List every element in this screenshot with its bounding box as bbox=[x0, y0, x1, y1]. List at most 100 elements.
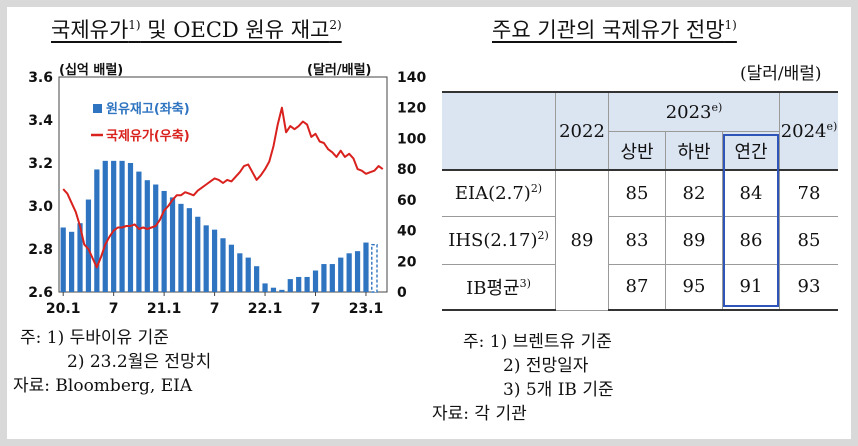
chart-title-text: 국제유가 bbox=[51, 18, 129, 42]
x-tick-label: 7 bbox=[109, 301, 119, 317]
cell-h1: 83 bbox=[608, 215, 666, 265]
left-note-1: 주: 1) 두바이유 기준 bbox=[20, 328, 169, 348]
bar bbox=[279, 289, 285, 292]
bar-forecast bbox=[371, 243, 378, 293]
bar bbox=[262, 283, 268, 292]
y-right-tick-label: 100 bbox=[397, 131, 426, 147]
y-right-tick-label: 140 bbox=[397, 70, 426, 86]
legend-label-line: 국제유가(우축) bbox=[106, 128, 190, 144]
bar bbox=[304, 276, 310, 292]
bar bbox=[85, 199, 92, 292]
x-tick-label: 23.1 bbox=[349, 301, 384, 317]
header-h1: 상반 bbox=[608, 131, 666, 171]
unit-right: (달러/배럴) bbox=[307, 63, 372, 78]
cell-2024: 85 bbox=[779, 215, 838, 265]
bar bbox=[228, 244, 235, 292]
row-name-text: EIA(2.7) bbox=[454, 183, 531, 205]
cell-h1: 85 bbox=[608, 169, 666, 217]
left-source: 자료: Bloomberg, EIA bbox=[13, 376, 193, 396]
y-right-tick-label: 80 bbox=[397, 162, 417, 178]
y-left-tick-label: 3.4 bbox=[28, 113, 53, 129]
bar bbox=[220, 238, 226, 292]
row-name-text: IB평균 bbox=[466, 277, 520, 299]
y-left-tick-label: 3.2 bbox=[28, 156, 53, 172]
chart-title-sup: 1) bbox=[128, 18, 141, 32]
bar bbox=[69, 231, 75, 292]
y-right-tick-label: 120 bbox=[397, 101, 426, 117]
x-tick-label: 20.1 bbox=[46, 301, 81, 317]
oil-price-line bbox=[62, 106, 384, 269]
bar bbox=[60, 227, 66, 292]
cell-2024: 93 bbox=[779, 263, 838, 311]
bar bbox=[127, 163, 134, 292]
header-2022: 2022 bbox=[555, 91, 609, 171]
header-annual: 연간 bbox=[722, 131, 780, 171]
y-left-tick-label: 3.0 bbox=[28, 199, 53, 215]
annual-highlight-box bbox=[723, 134, 779, 307]
bar bbox=[153, 184, 159, 292]
bar bbox=[178, 203, 184, 292]
cell-2024: 78 bbox=[779, 169, 838, 217]
cell-annual: 84 bbox=[722, 169, 780, 217]
bar bbox=[144, 180, 150, 292]
cell-h2: 89 bbox=[665, 215, 723, 265]
bar bbox=[363, 242, 369, 292]
cell-h2: 82 bbox=[665, 169, 723, 217]
x-tick-label: 22.1 bbox=[248, 301, 283, 317]
x-tick-label: 7 bbox=[210, 301, 220, 317]
table-unit: (달러/배럴) bbox=[740, 64, 822, 84]
y-left-tick-label: 2.8 bbox=[28, 242, 53, 258]
bar bbox=[338, 257, 344, 292]
header-2024: 2024e) bbox=[779, 91, 838, 171]
right-note-1: 주: 1) 브렌트유 기준 bbox=[463, 332, 612, 352]
header-2023-sup: e) bbox=[711, 101, 723, 114]
left-note-2: 2) 23.2월은 전망치 bbox=[67, 352, 212, 372]
cell-h2: 95 bbox=[665, 263, 723, 311]
table-row: EIA(2.7)2) 89 85 82 84 78 bbox=[442, 169, 838, 311]
bar bbox=[161, 190, 167, 292]
bar bbox=[237, 253, 243, 292]
cell-annual: 91 bbox=[722, 263, 780, 311]
bar bbox=[169, 197, 176, 292]
bar bbox=[346, 253, 352, 292]
header-h2: 하반 bbox=[665, 131, 723, 171]
table-row: IHS(2.17)2) 83 89 86 85 bbox=[442, 215, 838, 265]
legend-swatch-bars bbox=[93, 104, 102, 113]
cell-2022: 89 bbox=[555, 169, 609, 311]
y-right-tick-label: 20 bbox=[397, 254, 417, 270]
x-tick-label: 21.1 bbox=[147, 301, 182, 317]
bar bbox=[329, 264, 335, 292]
chart-title-sup2: 2) bbox=[329, 18, 342, 32]
oil-chart: 2.6 2.8 3.0 3.2 3.4 3.6 0 20 40 60 80 100 120 140 20.1… bbox=[28, 70, 426, 317]
bar bbox=[270, 287, 277, 292]
row-name-sup: 2) bbox=[530, 182, 543, 196]
bar bbox=[312, 270, 319, 292]
bar bbox=[195, 216, 201, 292]
bar bbox=[254, 266, 260, 292]
row-name: IB평균3) bbox=[442, 263, 556, 311]
bar bbox=[287, 279, 293, 292]
cell-h1: 87 bbox=[608, 263, 666, 311]
table-title-sup: 1) bbox=[724, 18, 737, 32]
y-right-tick-label: 0 bbox=[397, 285, 407, 301]
table-row: IB평균3) 87 95 91 93 bbox=[442, 263, 838, 311]
header-2023: 2023e) bbox=[608, 91, 780, 132]
bar bbox=[94, 169, 100, 292]
header-2024-sup: e) bbox=[826, 120, 838, 133]
bar bbox=[111, 160, 117, 292]
y-right-tick-label: 60 bbox=[397, 193, 417, 209]
row-name-sup: 3) bbox=[519, 276, 531, 290]
bar bbox=[119, 160, 125, 292]
chart-title: 국제유가1) 및 OECD 원유 재고2) bbox=[51, 14, 342, 44]
right-note-3: 3) 5개 IB 기준 bbox=[503, 380, 614, 400]
row-name: IHS(2.17)2) bbox=[442, 215, 556, 265]
table-title-text: 주요 기관의 국제유가 전망 bbox=[492, 18, 725, 42]
table-title: 주요 기관의 국제유가 전망1) bbox=[492, 14, 737, 44]
row-name-sup: 2) bbox=[537, 229, 549, 242]
bar bbox=[102, 160, 108, 292]
bar bbox=[136, 171, 142, 292]
bar bbox=[186, 208, 192, 292]
y-left-tick-label: 2.6 bbox=[28, 285, 53, 301]
header-2023-label: 2023 bbox=[665, 102, 712, 123]
forecast-table: 2022 2023e) 2024e) 상반 하반 연간 EIA(2.7)2) 8… bbox=[442, 91, 838, 311]
